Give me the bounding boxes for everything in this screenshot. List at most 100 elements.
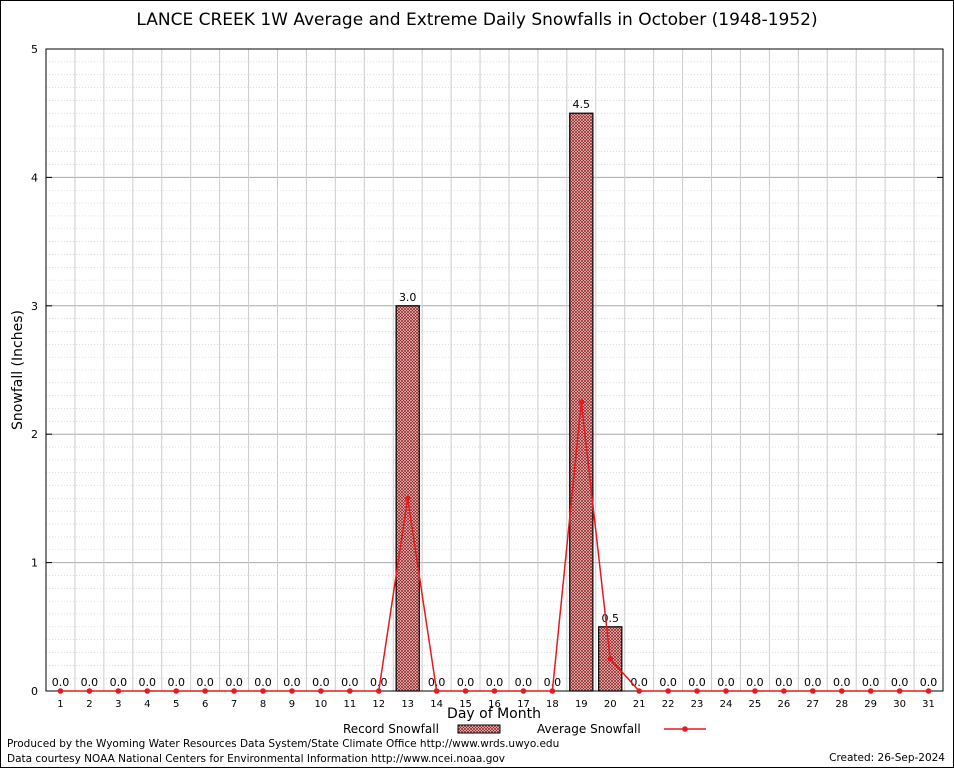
x-tick-label: 13 [401,699,414,710]
average-point [144,688,151,694]
footer-produced-by: Produced by the Wyoming Water Resources … [7,738,560,750]
average-point [665,688,671,694]
bar-value-label: 0.0 [804,676,822,689]
bar-value-label: 0.5 [601,612,619,625]
average-point [781,688,787,694]
x-axis-label: Day of Month [447,706,541,722]
average-point [115,688,122,694]
y-tick-label: 4 [31,171,38,184]
bar-value-label: 0.0 [688,676,706,689]
footer-credits: Produced by the Wyoming Water Resources … [7,737,559,767]
x-tick-label: 26 [777,699,790,710]
average-point [260,688,266,694]
average-point [809,688,816,694]
x-tick-label: 19 [575,699,588,710]
average-point [375,688,382,694]
average-point [520,688,527,694]
bar-value-label: 0.0 [515,676,533,689]
footer-data-courtesy: Data courtesy NOAA National Centers for … [7,753,506,765]
bar-value-label: 0.0 [920,676,938,689]
bar-value-label: 0.0 [254,676,272,689]
average-point [462,688,469,694]
bar-value-label: 0.0 [370,676,388,689]
bar-value-label: 0.0 [52,676,70,689]
average-point [433,688,440,694]
average-point [867,688,874,694]
average-point [86,688,93,694]
x-tick-label: 2 [86,699,92,710]
bar-value-label: 0.0 [775,676,793,689]
y-tick-label: 5 [31,43,38,56]
x-tick-label: 14 [430,699,443,710]
bar-value-label: 0.0 [139,676,157,689]
x-tick-label: 11 [343,699,356,710]
x-tick-label: 15 [459,699,472,710]
x-tick-label: 8 [260,699,266,710]
average-point [57,688,64,694]
average-point [491,688,498,694]
average-point [752,688,758,694]
x-tick-label: 7 [231,699,237,710]
y-tick-label: 0 [31,685,38,698]
average-point [723,688,729,694]
bar-value-label: 4.5 [573,98,591,111]
bar-value-label: 0.0 [312,676,330,689]
footer-created-date: Created: 26-Sep-2024 [829,752,945,764]
x-tick-label: 9 [289,699,295,710]
legend-average-marker [682,726,688,732]
average-point [318,688,324,694]
average-point [173,688,180,694]
average-point [925,688,932,694]
x-tick-label: 22 [662,699,675,710]
legend-record-swatch [457,724,501,734]
bar-value-label: 0.0 [341,676,359,689]
legend-average-label: Average Snowfall [537,722,641,736]
x-tick-label: 31 [922,699,935,710]
x-tick-label: 30 [893,699,906,710]
x-tick-label: 28 [835,699,848,710]
bar-value-label: 0.0 [457,676,475,689]
bar-value-label: 0.0 [891,676,909,689]
x-tick-label: 29 [864,699,877,710]
x-tick-label: 17 [517,699,530,710]
x-tick-label: 5 [173,699,179,710]
bar-value-label: 0.0 [428,676,446,689]
x-tick-label: 23 [691,699,704,710]
average-point [549,688,556,694]
bar-value-label: 0.0 [81,676,99,689]
x-tick-label: 18 [546,699,559,710]
y-tick-label: 3 [31,300,38,313]
average-point [231,688,237,694]
average-point [896,688,903,694]
bar-value-label: 3.0 [399,291,417,304]
average-point [636,688,642,694]
legend-record-label: Record Snowfall [343,722,439,736]
x-tick-label: 16 [488,699,501,710]
bar-value-label: 0.0 [110,676,128,689]
average-point [289,688,295,694]
x-tick-label: 3 [115,699,121,710]
bar-value-label: 0.0 [659,676,677,689]
average-point [838,688,845,694]
x-tick-label: 10 [315,699,328,710]
bar-value-label: 0.0 [862,676,880,689]
chart-title: LANCE CREEK 1W Average and Extreme Daily… [136,10,818,30]
bar-value-label: 0.0 [486,676,504,689]
x-tick-label: 21 [633,699,646,710]
average-point [607,656,614,662]
y-tick-label: 2 [31,428,38,441]
bar-value-label: 0.0 [225,676,243,689]
x-tick-label: 12 [372,699,385,710]
average-point [694,688,700,694]
average-point [202,688,208,694]
bar-value-label: 0.0 [717,676,735,689]
x-tick-label: 4 [144,699,150,710]
x-tick-label: 24 [720,699,733,710]
bar-value-label: 0.0 [167,676,185,689]
bar-value-label: 0.0 [196,676,214,689]
average-point [404,495,411,502]
x-tick-label: 20 [604,699,617,710]
average-point [578,399,585,405]
bar-value-label: 0.0 [833,676,851,689]
